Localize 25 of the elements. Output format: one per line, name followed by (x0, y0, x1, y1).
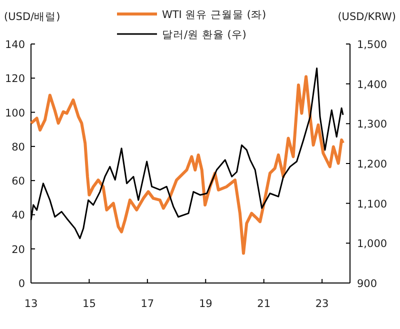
y2-tick-label: 1,400 (357, 78, 388, 91)
x-tick-label: 19 (198, 298, 212, 310)
x-tick-label: 21 (257, 298, 271, 310)
y-axis-title: (USD/배럴) (4, 11, 60, 23)
y-tick-label: 120 (4, 73, 25, 86)
y2-axis-title: (USD/KRW) (338, 11, 396, 23)
y2-tick-label: 1,500 (357, 39, 388, 51)
y-tick-label: 100 (4, 107, 25, 120)
y2-tick-label: 1,100 (357, 198, 388, 210)
y-tick-label: 80 (12, 141, 25, 154)
y2-tick-label: 900 (357, 278, 378, 290)
y2-tick-label: 1,300 (357, 118, 388, 131)
x-tick-label: 13 (24, 298, 38, 310)
y-tick-label: 40 (12, 210, 25, 222)
y-tick-label: 20 (12, 244, 25, 256)
legend-label: WTI 원유 근월물 (좌) (162, 9, 266, 21)
x-tick-label: 23 (315, 298, 329, 310)
x-tick-label: 15 (82, 298, 96, 310)
y2-tick-label: 1,000 (357, 238, 388, 250)
y-tick-label: 140 (4, 39, 25, 51)
x-tick-label: 17 (140, 298, 154, 310)
legend-label: 달러/원 환율 (우) (162, 29, 246, 41)
y-tick-label: 0 (18, 278, 25, 290)
y-tick-label: 60 (12, 176, 25, 188)
y2-tick-label: 1,200 (357, 158, 388, 170)
